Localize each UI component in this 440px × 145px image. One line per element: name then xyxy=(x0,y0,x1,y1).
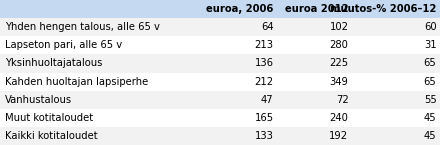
Text: 45: 45 xyxy=(424,113,436,123)
Bar xyxy=(0,36,440,54)
Text: 280: 280 xyxy=(330,40,348,50)
Text: 165: 165 xyxy=(255,113,274,123)
Text: 192: 192 xyxy=(330,131,348,141)
Text: 65: 65 xyxy=(424,77,436,87)
Text: euroa 2012: euroa 2012 xyxy=(285,4,348,14)
Text: 64: 64 xyxy=(261,22,274,32)
Bar xyxy=(0,127,440,145)
Text: 240: 240 xyxy=(330,113,348,123)
Bar xyxy=(0,91,440,109)
Text: Lapseton pari, alle 65 v: Lapseton pari, alle 65 v xyxy=(5,40,122,50)
Text: 47: 47 xyxy=(261,95,274,105)
Text: 102: 102 xyxy=(330,22,348,32)
Text: euroa, 2006: euroa, 2006 xyxy=(206,4,274,14)
Text: 212: 212 xyxy=(255,77,274,87)
Text: 225: 225 xyxy=(330,58,348,68)
Text: Muut kotitaloudet: Muut kotitaloudet xyxy=(5,113,93,123)
Bar xyxy=(0,109,440,127)
Text: 60: 60 xyxy=(424,22,436,32)
Bar xyxy=(0,72,440,91)
Text: 45: 45 xyxy=(424,131,436,141)
Text: 31: 31 xyxy=(424,40,436,50)
Text: 72: 72 xyxy=(336,95,348,105)
Text: 349: 349 xyxy=(330,77,348,87)
Text: 136: 136 xyxy=(255,58,274,68)
Bar xyxy=(0,18,440,36)
Text: Kahden huoltajan lapsiperhe: Kahden huoltajan lapsiperhe xyxy=(5,77,149,87)
Text: muutos-% 2006–12: muutos-% 2006–12 xyxy=(330,4,436,14)
Text: 213: 213 xyxy=(255,40,274,50)
Text: 65: 65 xyxy=(424,58,436,68)
Text: Yksinhuoltajatalous: Yksinhuoltajatalous xyxy=(5,58,103,68)
Text: Kaikki kotitaloudet: Kaikki kotitaloudet xyxy=(5,131,98,141)
Text: 55: 55 xyxy=(424,95,436,105)
Text: Yhden hengen talous, alle 65 v: Yhden hengen talous, alle 65 v xyxy=(5,22,160,32)
Bar xyxy=(0,0,440,18)
Text: 133: 133 xyxy=(255,131,274,141)
Text: Vanhustalous: Vanhustalous xyxy=(5,95,73,105)
Bar xyxy=(0,54,440,72)
